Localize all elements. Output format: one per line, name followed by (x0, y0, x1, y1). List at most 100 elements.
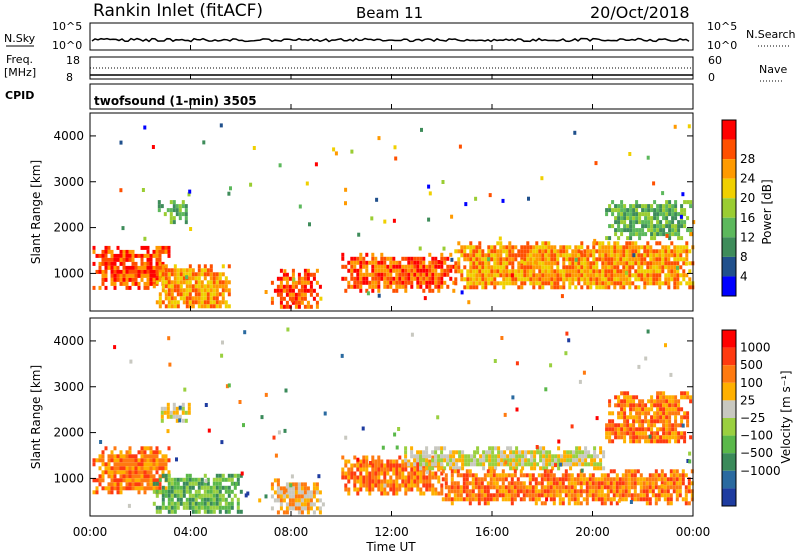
heatmap-cell (540, 489, 544, 494)
heatmap-cell (141, 188, 145, 192)
heatmap-cell (428, 264, 432, 269)
heatmap-cell (452, 264, 456, 269)
heatmap-cell (464, 458, 468, 463)
heatmap-cell (685, 253, 689, 258)
heatmap-cell (340, 353, 344, 358)
heatmap-cell (629, 228, 633, 233)
heatmap-cell (282, 490, 286, 495)
heatmap-cell (300, 284, 304, 289)
heatmap-cell (495, 473, 499, 478)
heatmap-cell (498, 493, 502, 498)
heatmap-cell (122, 462, 126, 467)
heatmap-cell (212, 280, 216, 285)
heatmap-cell (282, 276, 286, 281)
heatmap-cell (532, 277, 536, 282)
heatmap-cell (170, 501, 174, 506)
heatmap-cell (601, 245, 605, 250)
heatmap-cell (270, 506, 274, 511)
heatmap-cell (689, 435, 693, 440)
heatmap-cell (236, 501, 240, 506)
heatmap-cell (309, 280, 313, 285)
heatmap-cell (589, 253, 593, 258)
heatmap-cell (175, 212, 179, 217)
heatmap-cell (359, 256, 363, 261)
heatmap-cell (113, 261, 117, 266)
heatmap-cell (209, 489, 213, 494)
heatmap-cell (285, 482, 289, 487)
heatmap-cell (181, 418, 185, 423)
heatmap-cell (404, 272, 408, 277)
heatmap-cell (476, 450, 480, 455)
heatmap-cell (683, 415, 687, 420)
heatmap-cell (589, 277, 593, 282)
heatmap-cell (529, 253, 533, 258)
heatmap-cell (279, 490, 283, 495)
heatmap-cell (561, 477, 565, 482)
heatmap-cell (422, 475, 426, 480)
heatmap-cell (517, 265, 521, 270)
heatmap-cell (353, 483, 357, 488)
heatmap-cell (483, 497, 487, 502)
heatmap-cell (677, 403, 681, 408)
heatmap-cell (679, 281, 683, 286)
heatmap-cell (459, 473, 463, 478)
heatmap-cell (650, 423, 654, 428)
heatmap-cell (575, 458, 579, 463)
heatmap-cell (185, 481, 189, 486)
heatmap-cell (665, 233, 669, 238)
heatmap-cell (498, 477, 502, 482)
heatmap-cell (646, 241, 650, 246)
heatmap-cell (166, 414, 170, 419)
heatmap-cell (440, 268, 444, 273)
heatmap-cell (643, 261, 647, 266)
heatmap-cell (619, 257, 623, 262)
heatmap-cell (152, 481, 156, 486)
heatmap-cell (143, 450, 147, 455)
heatmap-cell (620, 411, 624, 416)
heatmap-cell (499, 273, 503, 278)
heatmap-cell (137, 470, 141, 475)
heatmap-cell (635, 216, 639, 221)
heatmap-cell (419, 276, 423, 281)
heatmap-cell (212, 497, 216, 502)
heatmap-cell (465, 469, 469, 474)
heatmap-cell (505, 273, 509, 278)
heatmap-cell (474, 481, 478, 486)
heatmap-cell (610, 253, 614, 258)
heatmap-cell (683, 439, 687, 444)
heatmap-cell (652, 277, 656, 282)
heatmap-cell (561, 485, 565, 490)
heatmap-cell (252, 146, 256, 150)
heatmap-cell (221, 505, 225, 510)
heatmap-cell (565, 273, 569, 278)
heatmap-cell (622, 257, 626, 262)
heatmap-cell (161, 462, 165, 467)
heatmap-cell (648, 477, 652, 482)
heatmap-cell (688, 277, 692, 282)
heatmap-cell (291, 268, 295, 273)
heatmap-cell (668, 403, 672, 408)
heatmap-cell (368, 479, 372, 484)
heatmap-cell (383, 284, 387, 289)
heatmap-cell (309, 292, 313, 297)
heatmap-cell (212, 300, 216, 305)
heatmap-cell (656, 431, 660, 436)
heatmap-cell (553, 277, 557, 282)
heatmap-cell (627, 493, 631, 498)
heatmap-cell (380, 483, 384, 488)
heatmap-cell (264, 392, 268, 397)
heatmap-cell (669, 372, 673, 377)
heatmap-cell (480, 481, 484, 486)
colorbar-swatch (722, 120, 736, 140)
heatmap-cell (668, 228, 672, 233)
heatmap-cell (184, 204, 188, 209)
heatmap-cell (595, 285, 599, 290)
heatmap-cell (434, 272, 438, 277)
heatmap-cell (341, 467, 345, 472)
heatmap-cell (595, 269, 599, 274)
heatmap-cell (518, 458, 522, 463)
heatmap-cell (362, 264, 366, 269)
heatmap-cell (392, 256, 396, 261)
heatmap-cell (486, 501, 490, 506)
heatmap-cell (612, 481, 616, 486)
